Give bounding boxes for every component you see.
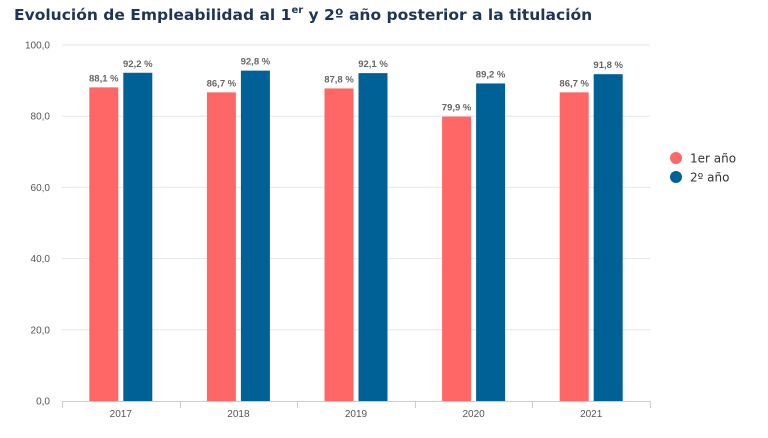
bar-2020-series-1[interactable] xyxy=(442,116,472,401)
data-label: 87,8 % xyxy=(324,74,354,85)
x-tick-label: 2017 xyxy=(110,409,133,420)
bar-2018-series-2[interactable] xyxy=(240,70,270,401)
chart-title-suffix: y 2º año posterior a la titulación xyxy=(303,6,593,25)
data-labels: 88,1 % 92,2 % 86,7 % 92,8 % 87,8 % 92,1 % 79,9… xyxy=(89,57,624,114)
y-tick-label: 80,0 xyxy=(31,112,51,123)
data-label: 86,7 % xyxy=(207,78,237,89)
data-label: 88,1 % xyxy=(89,73,119,84)
chart-title: Evolución de Empleabilidad al 1er y 2º a… xyxy=(14,5,593,25)
data-label: 79,9 % xyxy=(442,103,472,114)
y-tick-label: 100,0 xyxy=(25,41,50,52)
y-tick-label: 40,0 xyxy=(31,254,51,265)
y-tick-label: 60,0 xyxy=(31,183,51,194)
legend-item-label[interactable]: 1er año xyxy=(690,152,736,166)
x-tick-label: 2019 xyxy=(345,409,368,420)
bar-2018-series-1[interactable] xyxy=(206,92,236,402)
data-label: 89,2 % xyxy=(476,69,506,80)
data-label: 91,8 % xyxy=(593,60,623,71)
legend: 1er año 2º año xyxy=(670,152,736,185)
x-tick-label: 2020 xyxy=(462,409,485,420)
legend-marker xyxy=(670,171,682,183)
legend-item-label[interactable]: 2º año xyxy=(690,171,729,185)
x-axis: 2017 2018 2019 2020 2021 xyxy=(62,401,651,420)
y-tick-label: 0,0 xyxy=(36,397,50,408)
bar-2019-series-2[interactable] xyxy=(358,73,388,402)
bar-group xyxy=(89,70,623,402)
bar-2020-series-2[interactable] xyxy=(476,83,506,401)
data-label: 92,8 % xyxy=(241,57,271,68)
data-label: 86,7 % xyxy=(559,78,589,89)
y-axis: 0,0 20,0 40,0 60,0 80,0 100,0 xyxy=(25,41,50,408)
chart-title-prefix: Evolución de Empleabilidad al 1 xyxy=(14,6,292,25)
data-label: 92,2 % xyxy=(123,59,153,70)
x-tick-label: 2018 xyxy=(227,409,250,420)
bar-2019-series-1[interactable] xyxy=(324,88,354,401)
bar-2021-series-2[interactable] xyxy=(593,74,623,401)
x-tick-label: 2021 xyxy=(580,409,603,420)
grid-lines xyxy=(62,44,650,331)
chart-title-superscript: er xyxy=(291,5,304,16)
bar-2021-series-1[interactable] xyxy=(559,92,589,402)
y-tick-label: 20,0 xyxy=(31,325,51,336)
data-label: 92,1 % xyxy=(358,59,388,70)
legend-marker xyxy=(670,152,682,164)
bar-2017-series-1[interactable] xyxy=(89,87,119,401)
bar-2017-series-2[interactable] xyxy=(123,72,153,401)
